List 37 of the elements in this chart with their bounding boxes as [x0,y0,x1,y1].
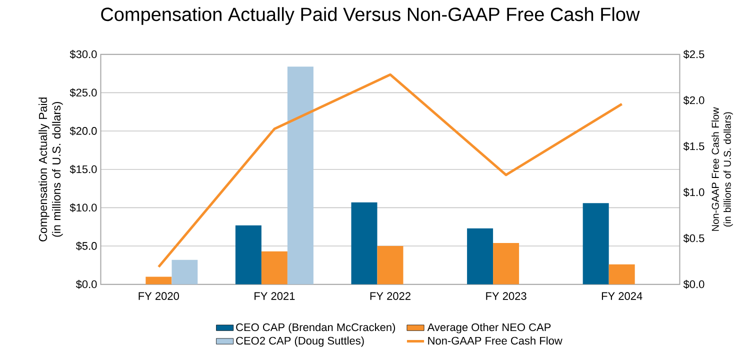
y-tick-label: $25.0 [70,88,97,98]
x-tick-label: FY 2021 [254,292,295,300]
y2-tick-label: $2.0 [683,96,704,105]
x-tick-label: FY 2020 [138,292,179,300]
bar [582,203,609,284]
bar [261,251,288,284]
y-tick-label: $10.0 [70,203,97,212]
chart-title: Compensation Actually Paid Versus Non-GAAP Free Cash Flow [101,7,640,25]
bar [235,225,262,284]
bar [608,264,635,284]
bar [172,260,198,284]
x-tick-label: FY 2022 [370,292,410,300]
y-tick-label: $0.0 [76,280,97,289]
line-series [157,73,624,268]
y-tick-label: $5.0 [76,242,97,250]
bar [377,246,404,284]
y2-tick-label: $0.0 [683,280,704,289]
bar [351,202,378,284]
bar [287,66,314,284]
x-tick-label: FY 2024 [602,292,642,300]
y-tick-label: $15.0 [70,164,97,174]
y2-axis-title: Non-GAAP Free Cash Flow (in billions of U.S. dollars) [712,107,733,231]
legend-label: CEO CAP (Brendan McCracken) [236,323,396,334]
y-axis-title: Compensation Actually Paid (in millions of U.S. dollars) [38,98,63,242]
bar [146,276,172,284]
legend-label: Non-GAAP Free Cash Flow [428,336,562,345]
x-tick-label: FY 2023 [486,292,526,300]
legend-label: Average Other NEO CAP [427,323,551,334]
y2-tick-label: $0.5 [683,234,704,243]
y2-tick-label: $1.5 [683,142,704,151]
bar [467,228,494,284]
y-tick-label: $20.0 [70,126,97,136]
bar [493,242,520,284]
legend-label: CEO2 CAP (Doug Suttles) [236,336,364,347]
y2-tick-label: $1.0 [683,188,704,197]
y2-tick-label: $2.5 [683,50,704,59]
y-tick-label: $30.0 [70,50,97,59]
